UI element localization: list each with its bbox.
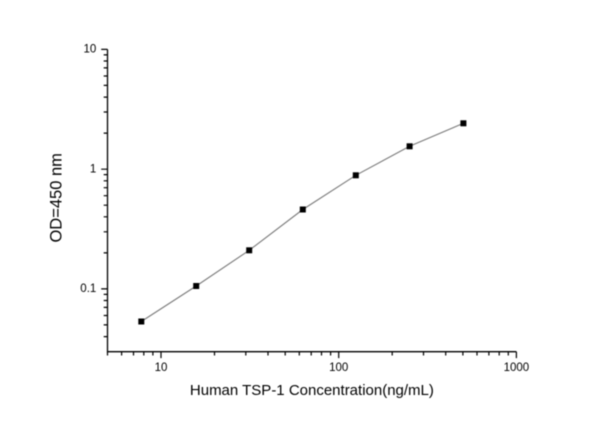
- svg-text:1: 1: [90, 163, 96, 175]
- svg-text:0.1: 0.1: [80, 283, 96, 295]
- svg-text:1000: 1000: [504, 362, 530, 374]
- svg-text:10: 10: [84, 44, 97, 56]
- svg-text:Human TSP-1 Concentration(ng/m: Human TSP-1 Concentration(ng/mL): [190, 382, 434, 399]
- svg-text:100: 100: [329, 362, 348, 374]
- svg-text:10: 10: [155, 362, 168, 374]
- svg-text:OD=450 nm: OD=450 nm: [47, 153, 65, 242]
